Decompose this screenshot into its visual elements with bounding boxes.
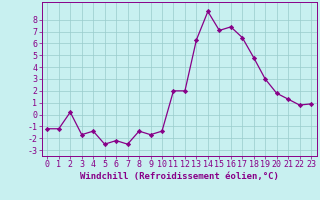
X-axis label: Windchill (Refroidissement éolien,°C): Windchill (Refroidissement éolien,°C) — [80, 172, 279, 181]
